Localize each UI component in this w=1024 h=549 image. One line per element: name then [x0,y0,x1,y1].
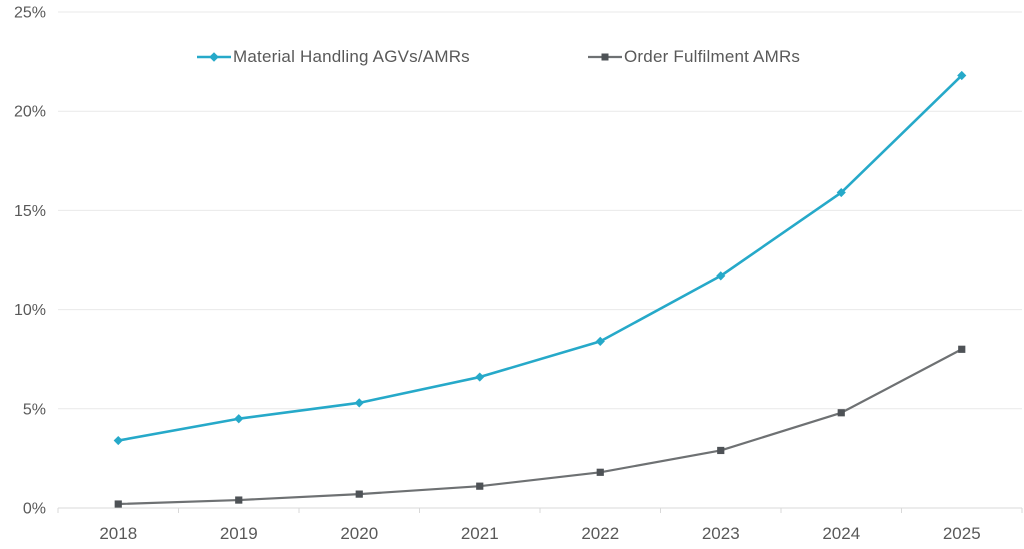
x-axis-ticks [57,508,1023,513]
y-tick-label: 0% [23,501,46,518]
data-point-diamond [475,372,485,382]
data-point-diamond [836,187,846,198]
legend-item-material-handling: Material Handling AGVs/AMRs [197,47,470,66]
y-tick-label: 5% [23,401,46,418]
x-tick-label: 2023 [702,524,740,543]
series-order-fulfilment [114,345,966,508]
data-point-square [596,468,604,476]
x-tick-label: 2019 [220,524,258,543]
y-tick-label: 25% [14,5,46,22]
legend-label-order-fulfilment: Order Fulfilment AMRs [624,47,801,66]
x-tick-label: 2020 [340,524,378,543]
data-point-square [476,482,484,490]
y-axis-labels: 0% 5% 10% 15% 20% 25% [14,5,46,518]
x-tick-label: 2022 [581,524,619,543]
y-tick-label: 20% [14,104,46,121]
gray-line-square-marker-icon [588,53,622,61]
data-point-square [717,446,725,455]
series-material-handling [113,70,967,446]
y-tick-label: 15% [14,203,46,220]
x-tick-label: 2021 [461,524,499,543]
gridlines [58,11,1022,509]
teal-line-diamond-marker-icon [197,52,231,62]
data-point-square [114,500,122,508]
data-point-square [958,345,966,353]
series-line [117,348,963,506]
x-axis-labels: 2018 2019 2020 2021 2022 2023 2024 2025 [99,524,980,543]
legend-label-material-handling: Material Handling AGVs/AMRs [233,47,470,66]
x-tick-label: 2024 [822,524,860,543]
data-point-diamond [957,70,967,81]
data-point-square [837,409,845,417]
data-point-square [355,490,363,498]
data-point-diamond [113,435,123,446]
legend-item-order-fulfilment: Order Fulfilment AMRs [588,47,801,66]
data-point-diamond [595,336,605,346]
series-line [116,74,964,442]
x-tick-label: 2018 [99,524,137,543]
data-point-square [235,496,243,504]
y-tick-label: 10% [14,302,46,319]
x-tick-label: 2025 [943,524,981,543]
data-point-diamond [716,271,726,281]
data-point-diamond [354,398,364,408]
data-point-diamond [234,414,244,424]
